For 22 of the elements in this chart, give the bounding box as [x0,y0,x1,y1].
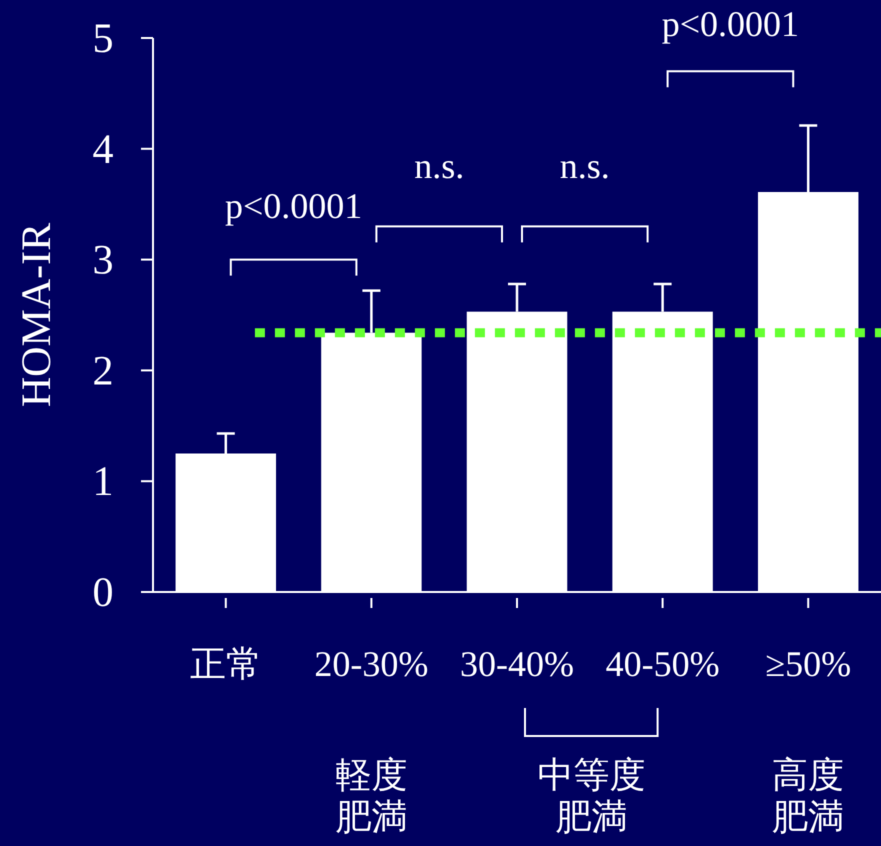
x-tick-label: 正常 [190,644,262,684]
x-tick-label: 20-30% [314,644,428,684]
y-tick-label: 5 [92,16,114,62]
x-tick-label: 40-50% [606,644,720,684]
y-tick-label: 4 [92,126,114,173]
text: 肥満 [335,797,408,837]
text: 軽度 [335,755,408,795]
annotation: p<0.0001 [662,4,800,44]
text: 高度 [772,755,844,795]
y-tick-label: 0 [92,570,114,616]
y-tick-label: 1 [92,459,114,506]
y-axis-title: HOMA-IR [14,222,60,408]
x-tick-label: ≥50% [765,644,852,684]
y-tick-label: 3 [92,238,114,284]
text: 肥満 [772,797,844,837]
annotation: n.s. [560,146,610,186]
y-tick-label: 2 [92,348,114,394]
text: 肥満 [555,797,628,837]
x-tick-label: 30-40% [460,644,574,684]
annotation: p<0.0001 [224,186,362,226]
annotation: n.s. [414,146,464,186]
text: 中等度 [537,755,646,795]
